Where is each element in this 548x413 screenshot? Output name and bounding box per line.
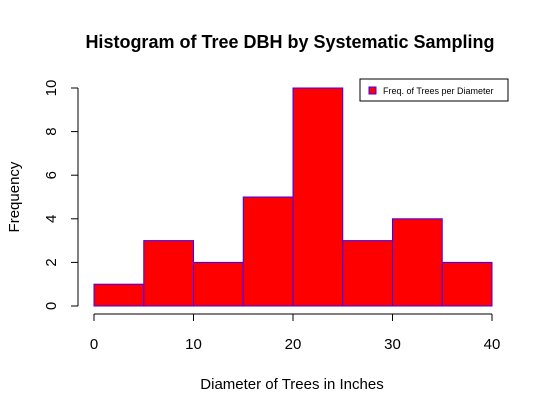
y-axis: 0 2 4 6 8 10 — [43, 80, 79, 310]
histogram-bar-6 — [342, 240, 393, 307]
histogram-bar-1 — [93, 283, 145, 307]
bars-group — [93, 87, 493, 307]
x-axis: 0 10 20 30 40 — [90, 313, 501, 353]
y-tick-label-5: 8 — [43, 127, 60, 135]
x-tick-label-5: 40 — [484, 336, 501, 353]
histogram-bar-4 — [242, 196, 294, 307]
histogram-bar-8 — [441, 261, 493, 307]
legend-label: Freq. of Trees per Diameter — [383, 86, 494, 96]
histogram-bar-7 — [392, 218, 443, 307]
legend-box — [359, 78, 509, 102]
x-axis-label: Diameter of Trees in Inches — [200, 376, 383, 393]
x-tick-label-1: 0 — [90, 336, 98, 353]
chart-title: Histogram of Tree DBH by Systematic Samp… — [85, 32, 494, 52]
histogram-bar-5 — [292, 87, 344, 307]
y-tick-label-4: 6 — [43, 171, 60, 179]
x-tick-label-4: 30 — [384, 336, 401, 353]
y-tick-label-1: 0 — [43, 302, 60, 310]
x-tick-label-3: 20 — [285, 336, 302, 353]
y-tick-label-2: 2 — [43, 258, 60, 266]
legend-swatch — [368, 86, 377, 95]
legend: Freq. of Trees per Diameter — [359, 78, 509, 102]
y-tick-label-6: 10 — [43, 80, 60, 97]
y-tick-label-3: 4 — [43, 215, 60, 223]
histogram-bar-2 — [143, 240, 194, 307]
x-tick-label-2: 10 — [185, 336, 202, 353]
y-axis-label: Frequency — [6, 161, 23, 232]
histogram-bar-3 — [193, 261, 244, 307]
